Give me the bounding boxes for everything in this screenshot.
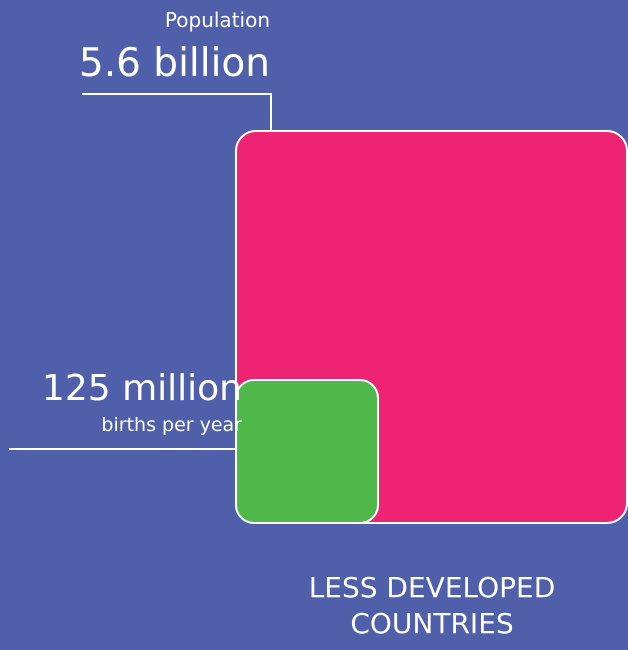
population-caption: Population bbox=[164, 8, 270, 32]
births-caption: births per year bbox=[101, 414, 242, 436]
births-square bbox=[235, 379, 379, 524]
region-title: LESS DEVELOPED COUNTRIES bbox=[308, 571, 556, 640]
births-value: 125 million bbox=[41, 368, 242, 409]
population-leader-line bbox=[82, 93, 272, 131]
population-value: 5.6 billion bbox=[78, 41, 270, 86]
